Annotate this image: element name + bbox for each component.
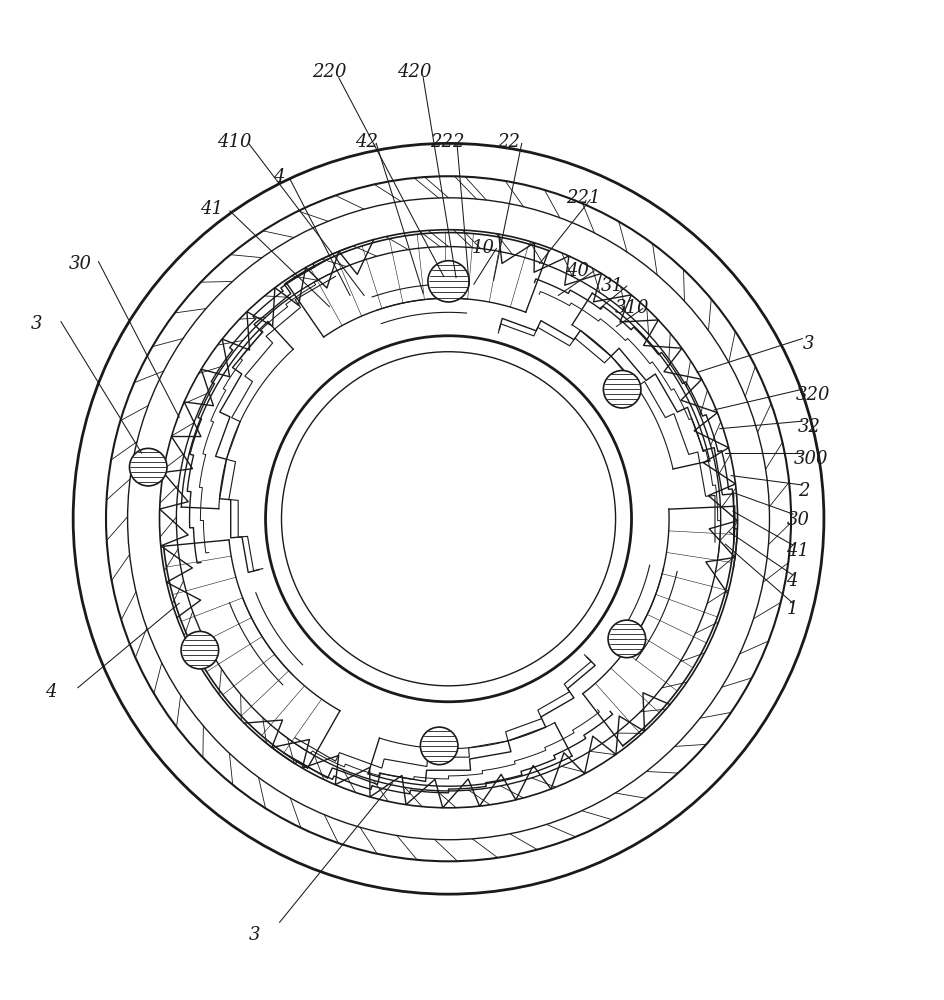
Text: 220: 220 xyxy=(312,63,347,81)
Text: 3: 3 xyxy=(31,315,42,333)
Circle shape xyxy=(129,448,167,486)
Text: 10: 10 xyxy=(472,239,495,257)
Text: 30: 30 xyxy=(786,511,809,529)
Text: 4: 4 xyxy=(786,572,798,590)
Text: 40: 40 xyxy=(565,262,589,280)
Text: 22: 22 xyxy=(497,133,520,151)
Text: 3: 3 xyxy=(802,335,814,353)
Circle shape xyxy=(181,631,219,669)
Circle shape xyxy=(603,370,641,408)
Circle shape xyxy=(420,727,458,765)
Text: 4: 4 xyxy=(45,683,57,701)
Text: 221: 221 xyxy=(565,189,600,207)
Text: 420: 420 xyxy=(396,63,431,81)
Text: 4: 4 xyxy=(273,168,284,186)
Text: 410: 410 xyxy=(217,133,251,151)
Text: 3: 3 xyxy=(248,926,261,944)
Text: 2: 2 xyxy=(798,482,809,500)
Text: 41: 41 xyxy=(200,200,223,218)
Text: 320: 320 xyxy=(796,386,831,404)
Text: 222: 222 xyxy=(430,133,464,151)
Text: 31: 31 xyxy=(600,277,624,295)
Text: 310: 310 xyxy=(615,299,649,317)
Text: 30: 30 xyxy=(69,255,92,273)
Text: 300: 300 xyxy=(794,450,829,468)
Circle shape xyxy=(608,620,646,658)
Text: 32: 32 xyxy=(798,418,820,436)
Text: 41: 41 xyxy=(786,542,809,560)
Circle shape xyxy=(428,261,469,302)
Text: 42: 42 xyxy=(355,133,378,151)
Text: 1: 1 xyxy=(786,600,798,618)
